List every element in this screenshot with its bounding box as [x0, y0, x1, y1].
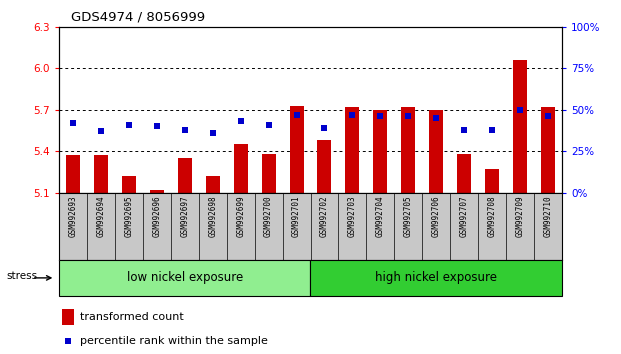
Text: GSM992709: GSM992709: [515, 195, 525, 236]
Bar: [317, 140, 332, 193]
Bar: [429, 110, 443, 193]
Text: GDS4974 / 8056999: GDS4974 / 8056999: [71, 11, 206, 24]
Text: GSM992697: GSM992697: [180, 195, 189, 236]
Bar: [485, 169, 499, 193]
Text: GSM992710: GSM992710: [543, 195, 553, 236]
Text: GSM992701: GSM992701: [292, 195, 301, 236]
Text: GSM992708: GSM992708: [487, 195, 497, 236]
Bar: [457, 154, 471, 193]
Text: GSM992695: GSM992695: [124, 195, 134, 236]
Bar: [62, 309, 74, 325]
Bar: [59, 260, 310, 296]
Text: GSM992702: GSM992702: [320, 195, 329, 236]
Text: stress: stress: [6, 271, 37, 281]
Bar: [66, 155, 80, 193]
Bar: [206, 176, 220, 193]
Text: GSM992700: GSM992700: [264, 195, 273, 236]
Bar: [401, 107, 415, 193]
Bar: [122, 176, 136, 193]
Text: transformed count: transformed count: [80, 312, 184, 322]
Text: low nickel exposure: low nickel exposure: [127, 272, 243, 284]
Bar: [513, 60, 527, 193]
Text: high nickel exposure: high nickel exposure: [375, 272, 497, 284]
Text: GSM992705: GSM992705: [404, 195, 413, 236]
Text: GSM992704: GSM992704: [376, 195, 385, 236]
Bar: [373, 110, 388, 193]
Text: GSM992694: GSM992694: [96, 195, 106, 236]
Text: GSM992699: GSM992699: [236, 195, 245, 236]
Bar: [289, 105, 304, 193]
Bar: [150, 190, 164, 193]
Text: GSM992703: GSM992703: [348, 195, 357, 236]
Bar: [178, 158, 192, 193]
Text: percentile rank within the sample: percentile rank within the sample: [80, 336, 268, 346]
Bar: [233, 144, 248, 193]
Text: GSM992698: GSM992698: [208, 195, 217, 236]
Text: GSM992696: GSM992696: [152, 195, 161, 236]
Text: GSM992707: GSM992707: [460, 195, 469, 236]
Text: GSM992693: GSM992693: [68, 195, 78, 236]
Bar: [345, 107, 360, 193]
Bar: [261, 154, 276, 193]
Bar: [310, 260, 562, 296]
Text: GSM992706: GSM992706: [432, 195, 441, 236]
Bar: [541, 107, 555, 193]
Bar: [94, 155, 108, 193]
